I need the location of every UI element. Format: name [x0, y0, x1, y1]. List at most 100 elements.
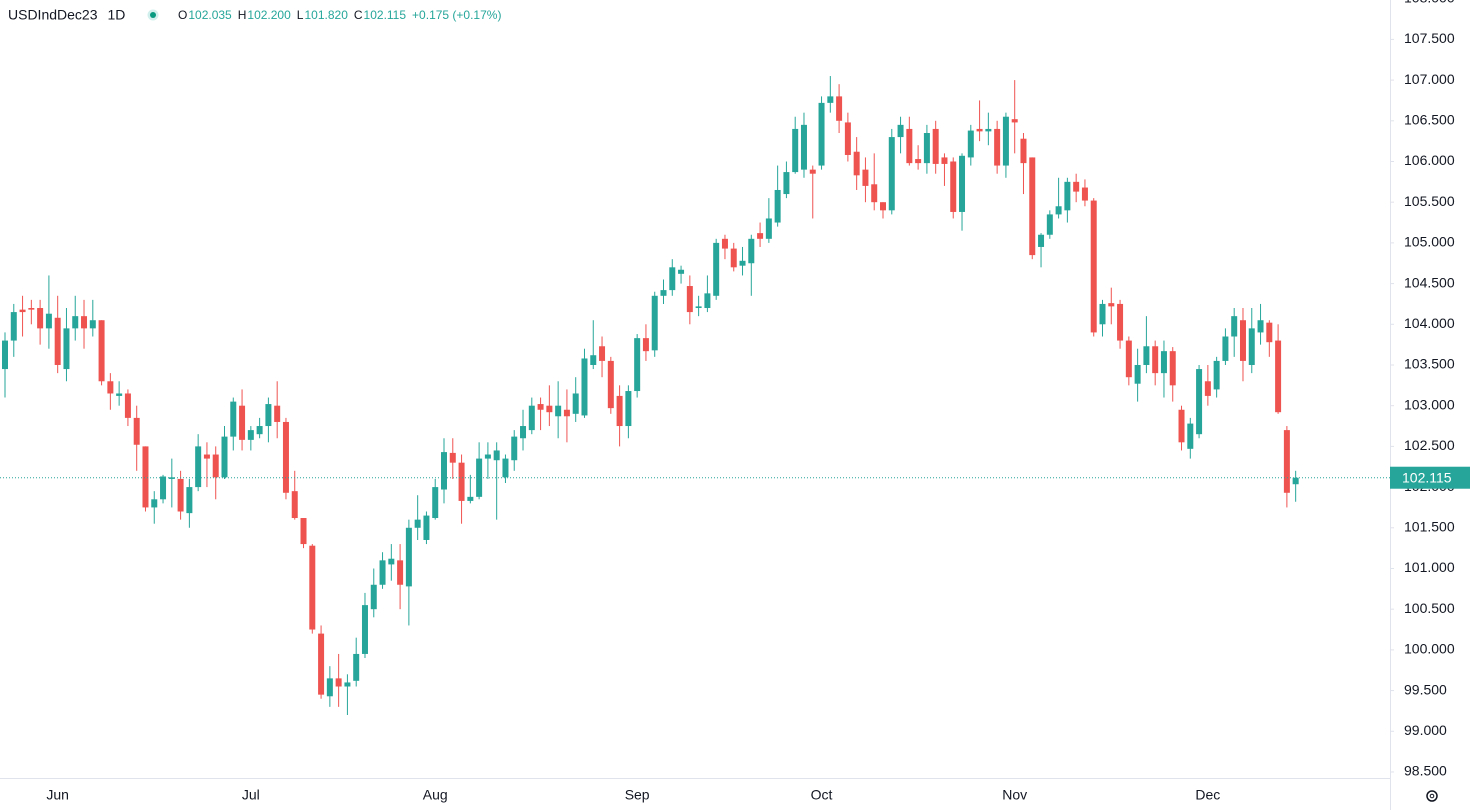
candle-body	[800, 124, 807, 170]
candle-body	[405, 527, 412, 587]
x-tick-label: Oct	[811, 787, 833, 803]
candle-body	[669, 267, 676, 291]
candle-body	[950, 161, 957, 212]
candle-body	[774, 189, 781, 223]
candle-body	[388, 558, 395, 565]
candle-body	[484, 454, 491, 459]
candle-body	[502, 458, 509, 478]
candle-body	[757, 233, 764, 239]
gear-center[interactable]	[1429, 793, 1435, 799]
y-tick-label: 107.500	[1404, 30, 1455, 46]
candle-body	[941, 157, 948, 164]
candle-body	[432, 487, 439, 519]
candle-body	[493, 450, 500, 461]
candle-body	[765, 218, 772, 239]
legend-ohlc-key: H	[238, 8, 247, 22]
candle-body	[1196, 369, 1203, 435]
candle-body	[897, 124, 904, 138]
legend-ohlc-value: 102.200	[247, 8, 291, 22]
gear[interactable]	[1426, 790, 1438, 802]
y-tick-label: 100.500	[1404, 600, 1455, 616]
candle-body	[1178, 409, 1185, 443]
candle-body	[888, 137, 895, 211]
candle-body	[1231, 316, 1238, 337]
candle-body	[844, 122, 851, 155]
candle-body	[116, 393, 123, 396]
candle-body	[195, 446, 202, 488]
legend-ohlc-key: L	[297, 8, 304, 22]
y-tick-label: 108.000	[1404, 0, 1455, 5]
candle-body	[625, 391, 632, 427]
candle-body	[783, 172, 790, 195]
candle-body	[1011, 119, 1018, 123]
y-tick-label: 100.000	[1404, 641, 1455, 657]
candle-body	[1204, 381, 1211, 396]
candle-body	[1187, 423, 1194, 449]
candle-body	[818, 102, 825, 166]
candle-body	[695, 306, 702, 309]
candle-body	[291, 491, 298, 519]
x-tick-label: Jul	[242, 787, 260, 803]
candle-body	[678, 269, 685, 274]
candle-body	[142, 446, 149, 508]
candle-body	[353, 653, 360, 681]
candle-body	[177, 478, 184, 512]
y-tick-label: 103.500	[1404, 356, 1455, 372]
candle-body	[809, 169, 816, 174]
candle-body	[1248, 328, 1255, 365]
legend-ohlc-value: 101.820	[304, 8, 348, 22]
candle-body	[335, 678, 342, 687]
candle-body	[1029, 157, 1036, 256]
candle-body	[1283, 430, 1290, 493]
candle-body	[54, 317, 61, 365]
candle-body	[1108, 303, 1115, 307]
candle-body	[256, 426, 263, 435]
candle-body	[1222, 336, 1229, 361]
legend-ohlc-value: 102.035	[188, 8, 232, 22]
candle-body	[221, 436, 228, 478]
candle-body	[976, 128, 983, 132]
candle-body	[599, 346, 606, 361]
candle-body	[590, 355, 597, 365]
candle-body	[1064, 181, 1071, 211]
candle-body	[28, 308, 35, 310]
candle-body	[1213, 360, 1220, 390]
y-tick-label: 101.500	[1404, 518, 1455, 534]
candle-body	[247, 430, 254, 440]
legend-ohlc-key: O	[178, 8, 187, 22]
candle-body	[98, 320, 105, 382]
candle-body	[1002, 116, 1009, 166]
legend-symbol: USDIndDec23	[8, 7, 98, 23]
candle-body	[309, 545, 316, 630]
candle-body	[63, 328, 70, 370]
candle-body	[160, 476, 167, 500]
candle-body	[792, 128, 799, 173]
candle-body	[1275, 340, 1282, 413]
candle-body	[1055, 206, 1062, 215]
x-tick-label: Dec	[1195, 787, 1220, 803]
y-tick-label: 101.000	[1404, 559, 1455, 575]
settings-icon[interactable]	[1426, 790, 1438, 802]
candle-body	[906, 128, 913, 164]
candle-body	[124, 393, 131, 418]
candle-body	[581, 358, 588, 416]
candle-body	[572, 393, 579, 414]
candle-body	[467, 496, 474, 501]
candle-body	[151, 499, 158, 508]
legend-interval: 1D	[108, 7, 126, 23]
candle-body	[528, 405, 535, 431]
legend-ohlc-value: 102.115	[364, 8, 407, 22]
candle-body	[959, 155, 966, 212]
candle-body	[1038, 234, 1045, 247]
candle-body	[414, 519, 421, 528]
candle-body	[45, 313, 52, 329]
candle-body	[511, 436, 518, 461]
candle-body	[1099, 303, 1106, 325]
candle-body	[616, 395, 623, 427]
candle-body	[186, 487, 193, 514]
candle-body	[370, 584, 377, 610]
candle-body	[748, 238, 755, 264]
x-tick-label: Aug	[423, 787, 448, 803]
status-dot	[150, 12, 156, 18]
candle-body	[836, 96, 843, 121]
